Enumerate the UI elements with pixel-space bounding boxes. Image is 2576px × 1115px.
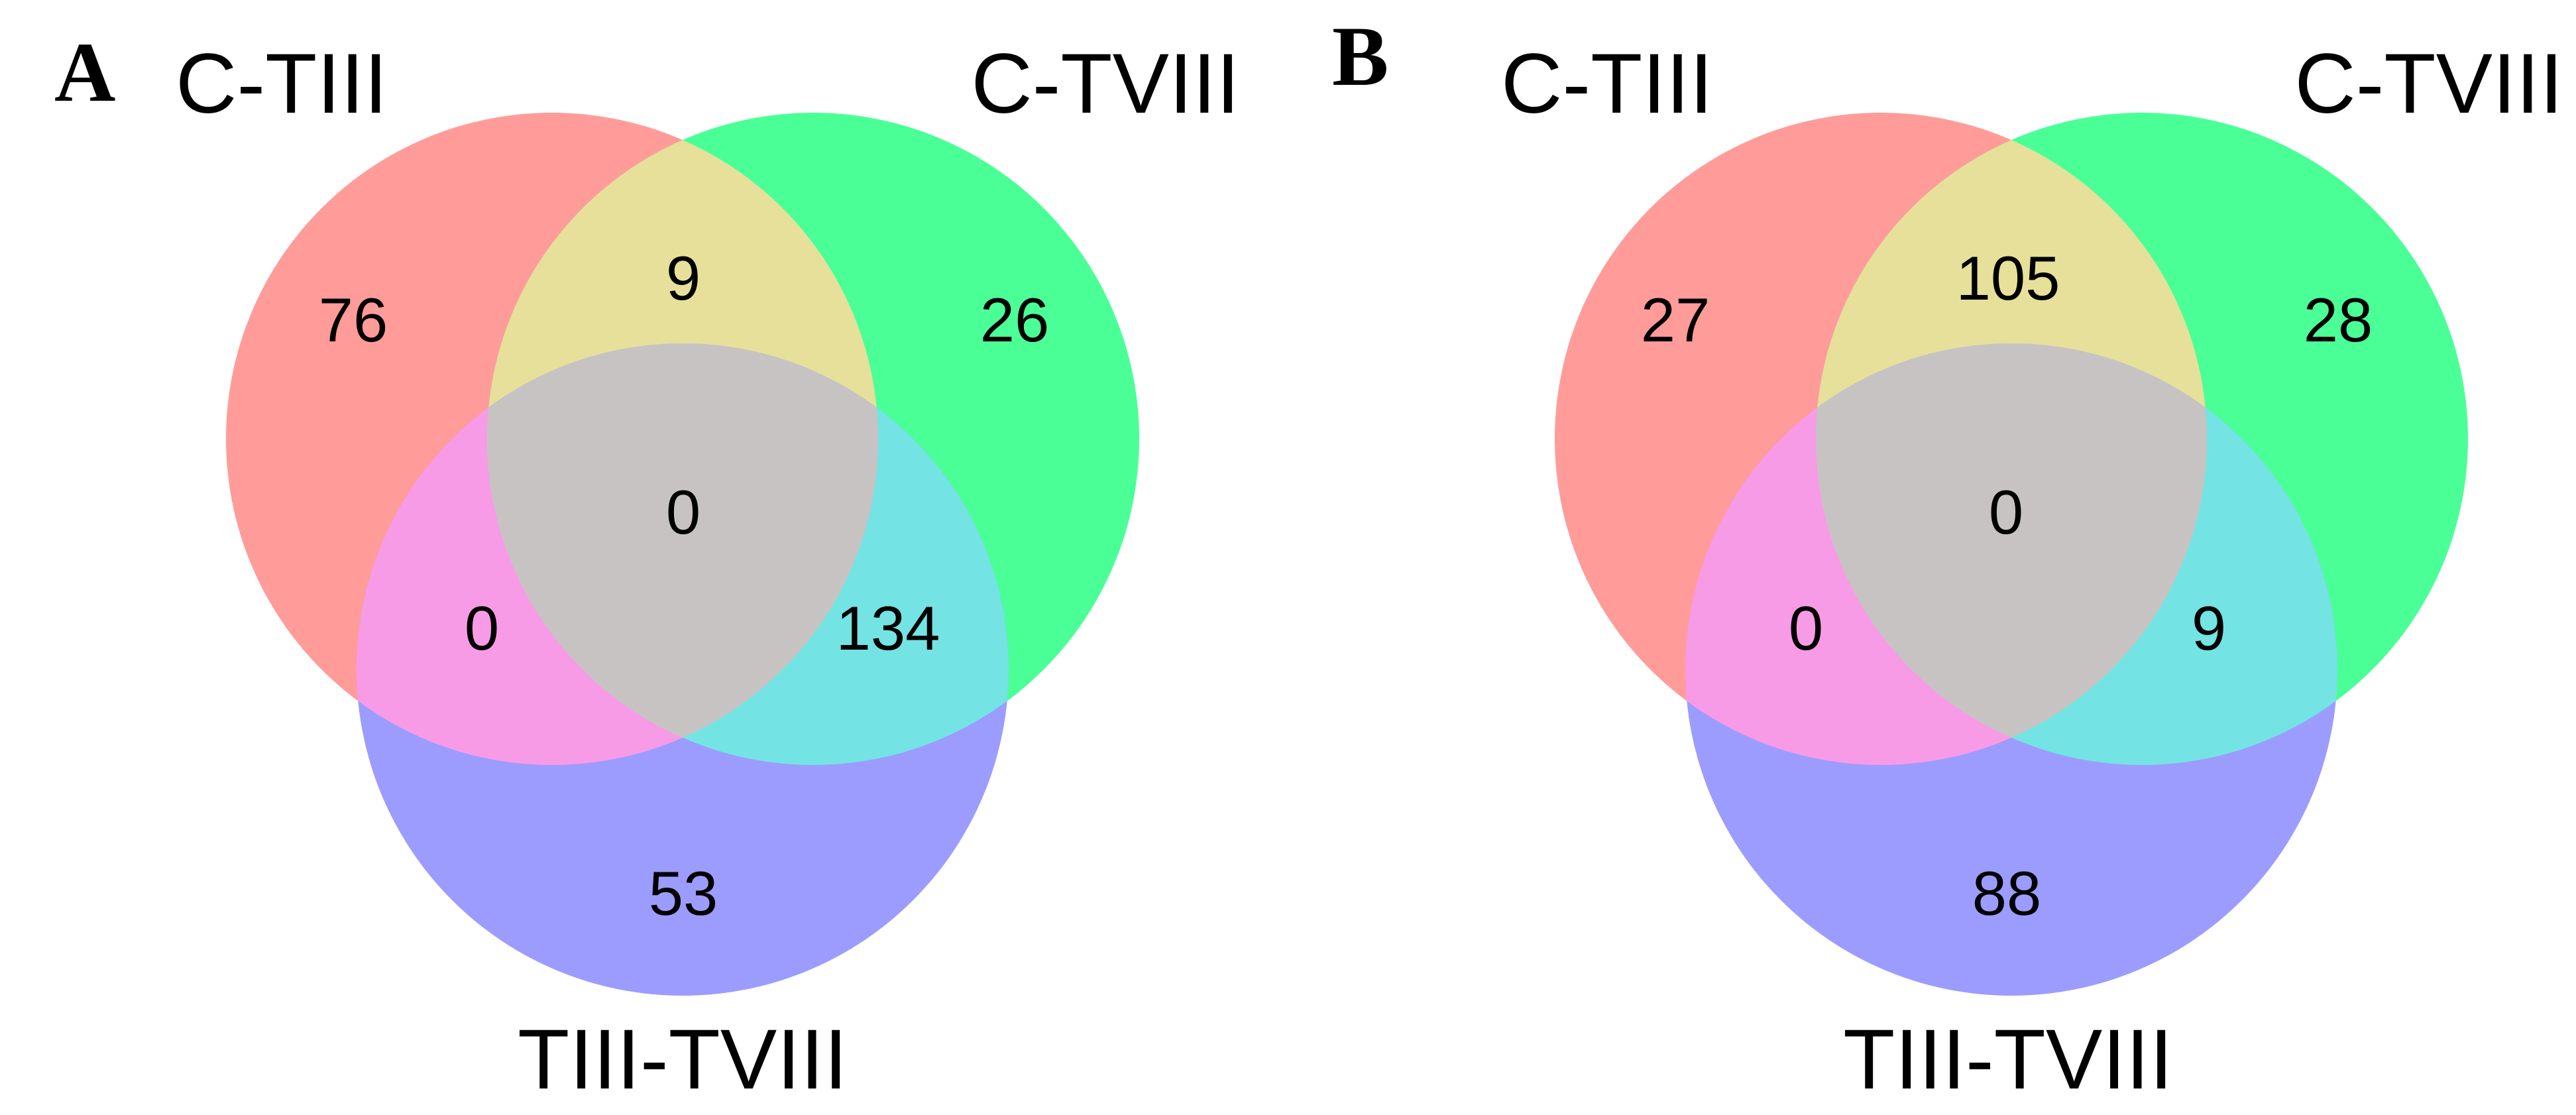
- count-bc: 9: [2192, 593, 2226, 663]
- set-c-label: TIII-TVIII: [518, 1012, 848, 1107]
- set-a-label: C-TIII: [176, 36, 388, 131]
- set-b-label: C-TVIII: [2294, 36, 2563, 131]
- region-abc: [487, 343, 878, 765]
- count-bc: 134: [836, 593, 940, 663]
- venn-panel-b: B C-TIII C-TVIII TIII-TVIII 27 105 28 0 …: [1332, 9, 2563, 1107]
- count-only-c: 53: [649, 858, 718, 928]
- panel-letter: B: [1332, 9, 1388, 103]
- count-only-b: 28: [2304, 285, 2373, 355]
- region-abc: [1816, 343, 2207, 765]
- set-c-label: TIII-TVIII: [1843, 1012, 2173, 1107]
- count-ab: 9: [666, 243, 700, 313]
- count-abc: 0: [666, 477, 700, 547]
- count-ab: 105: [1956, 243, 2060, 313]
- set-b-label: C-TVIII: [971, 36, 1239, 131]
- count-only-a: 76: [319, 285, 388, 355]
- count-only-c: 88: [1972, 858, 2042, 928]
- set-a-label: C-TIII: [1501, 36, 1713, 131]
- count-only-a: 27: [1641, 285, 1710, 355]
- count-abc: 0: [1989, 477, 2023, 547]
- count-only-b: 26: [980, 285, 1050, 355]
- count-ac: 0: [1789, 593, 1823, 663]
- count-ac: 0: [465, 593, 499, 663]
- panel-letter: A: [54, 25, 115, 119]
- venn-panel-a: A C-TIII C-TVIII TIII-TVIII 76 9 26 0 0 …: [54, 25, 1240, 1107]
